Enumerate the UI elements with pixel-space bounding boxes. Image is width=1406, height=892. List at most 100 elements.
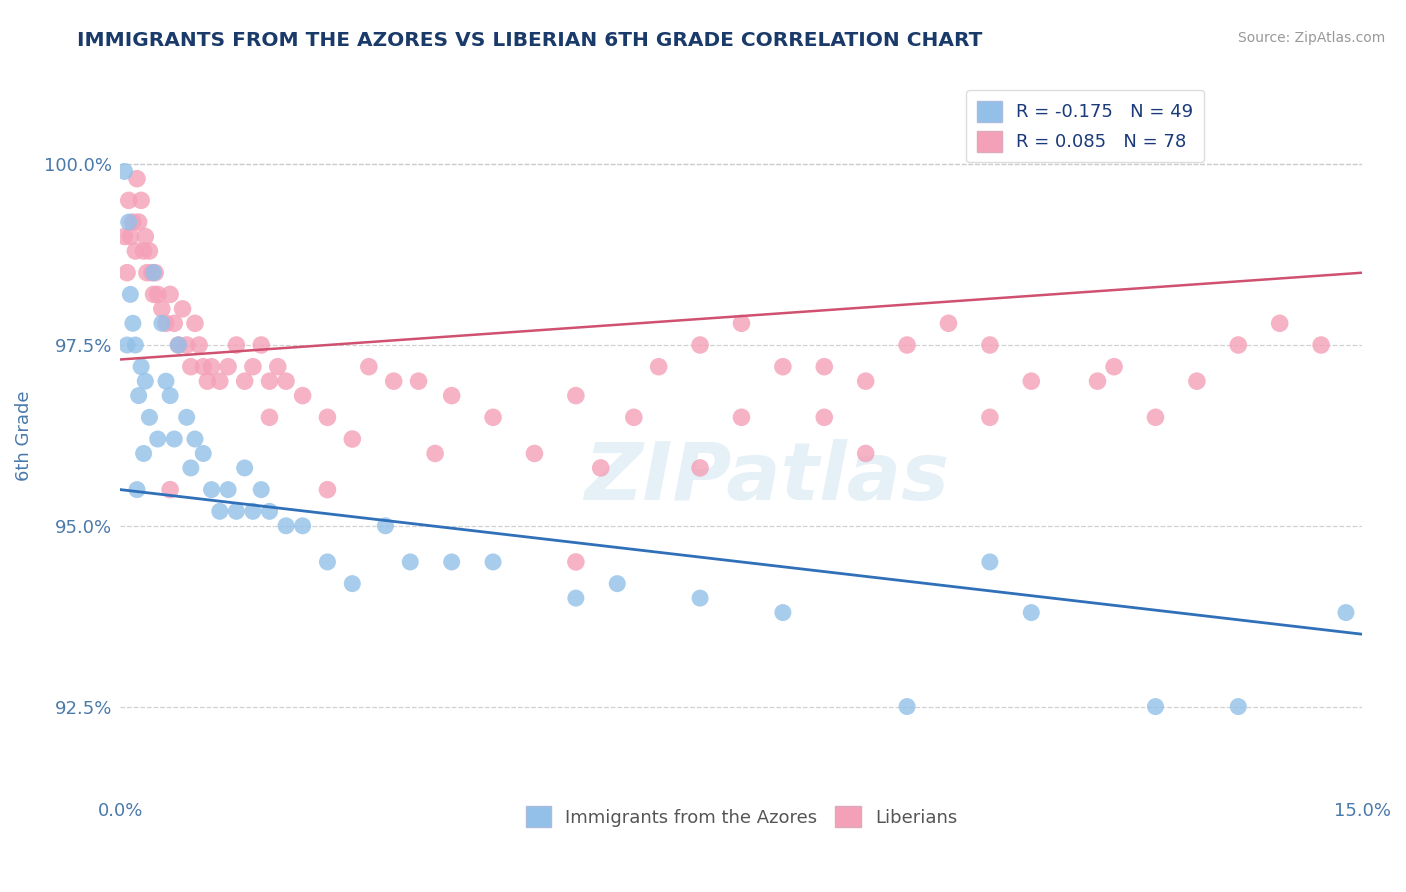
Point	[172, 301, 194, 316]
Point	[242, 504, 264, 518]
Point	[155, 316, 177, 330]
Point	[136, 266, 159, 280]
Point	[142, 266, 165, 280]
Point	[274, 374, 297, 388]
Point	[180, 359, 202, 374]
Point	[1310, 338, 1333, 352]
Point	[124, 244, 146, 258]
Point	[250, 338, 273, 352]
Point	[689, 338, 711, 352]
Point	[1144, 410, 1167, 425]
Legend: Immigrants from the Azores, Liberians: Immigrants from the Azores, Liberians	[519, 799, 965, 834]
Point	[1144, 699, 1167, 714]
Point	[689, 461, 711, 475]
Point	[150, 316, 173, 330]
Point	[217, 483, 239, 497]
Point	[118, 215, 141, 229]
Point	[124, 338, 146, 352]
Point	[565, 591, 588, 606]
Point	[208, 374, 231, 388]
Point	[623, 410, 645, 425]
Point	[316, 410, 339, 425]
Point	[855, 446, 877, 460]
Point	[114, 229, 136, 244]
Point	[772, 359, 794, 374]
Point	[225, 504, 247, 518]
Point	[184, 316, 207, 330]
Point	[813, 359, 835, 374]
Point	[138, 244, 160, 258]
Point	[938, 316, 960, 330]
Point	[200, 483, 222, 497]
Point	[138, 410, 160, 425]
Point	[121, 316, 143, 330]
Point	[146, 287, 169, 301]
Point	[482, 555, 505, 569]
Point	[155, 374, 177, 388]
Point	[1102, 359, 1125, 374]
Point	[184, 432, 207, 446]
Point	[730, 316, 752, 330]
Point	[217, 359, 239, 374]
Point	[259, 504, 281, 518]
Point	[118, 194, 141, 208]
Point	[259, 410, 281, 425]
Text: ZIPatlas: ZIPatlas	[583, 440, 949, 517]
Point	[689, 591, 711, 606]
Point	[125, 483, 148, 497]
Point	[1227, 338, 1250, 352]
Point	[163, 316, 186, 330]
Point	[163, 432, 186, 446]
Point	[482, 410, 505, 425]
Point	[291, 389, 314, 403]
Point	[208, 504, 231, 518]
Text: Source: ZipAtlas.com: Source: ZipAtlas.com	[1237, 31, 1385, 45]
Point	[159, 287, 181, 301]
Point	[129, 194, 152, 208]
Point	[342, 576, 364, 591]
Point	[132, 244, 155, 258]
Point	[896, 699, 918, 714]
Y-axis label: 6th Grade: 6th Grade	[15, 390, 32, 481]
Point	[146, 432, 169, 446]
Point	[167, 338, 190, 352]
Point	[132, 446, 155, 460]
Point	[382, 374, 405, 388]
Point	[374, 518, 396, 533]
Point	[772, 606, 794, 620]
Point	[896, 338, 918, 352]
Point	[167, 338, 190, 352]
Point	[233, 374, 256, 388]
Point	[647, 359, 669, 374]
Point	[440, 389, 463, 403]
Point	[150, 301, 173, 316]
Point	[316, 483, 339, 497]
Point	[176, 338, 198, 352]
Point	[134, 229, 156, 244]
Point	[408, 374, 430, 388]
Point	[1268, 316, 1291, 330]
Point	[115, 266, 138, 280]
Point	[267, 359, 290, 374]
Point	[523, 446, 546, 460]
Point	[1227, 699, 1250, 714]
Point	[225, 338, 247, 352]
Point	[316, 555, 339, 569]
Point	[1019, 606, 1042, 620]
Point	[125, 171, 148, 186]
Point	[274, 518, 297, 533]
Point	[120, 287, 142, 301]
Point	[141, 266, 163, 280]
Point	[128, 389, 150, 403]
Point	[259, 374, 281, 388]
Point	[1185, 374, 1208, 388]
Point	[197, 374, 219, 388]
Point	[188, 338, 211, 352]
Point	[121, 215, 143, 229]
Point	[1087, 374, 1109, 388]
Point	[134, 374, 156, 388]
Point	[730, 410, 752, 425]
Point	[159, 389, 181, 403]
Point	[250, 483, 273, 497]
Point	[115, 338, 138, 352]
